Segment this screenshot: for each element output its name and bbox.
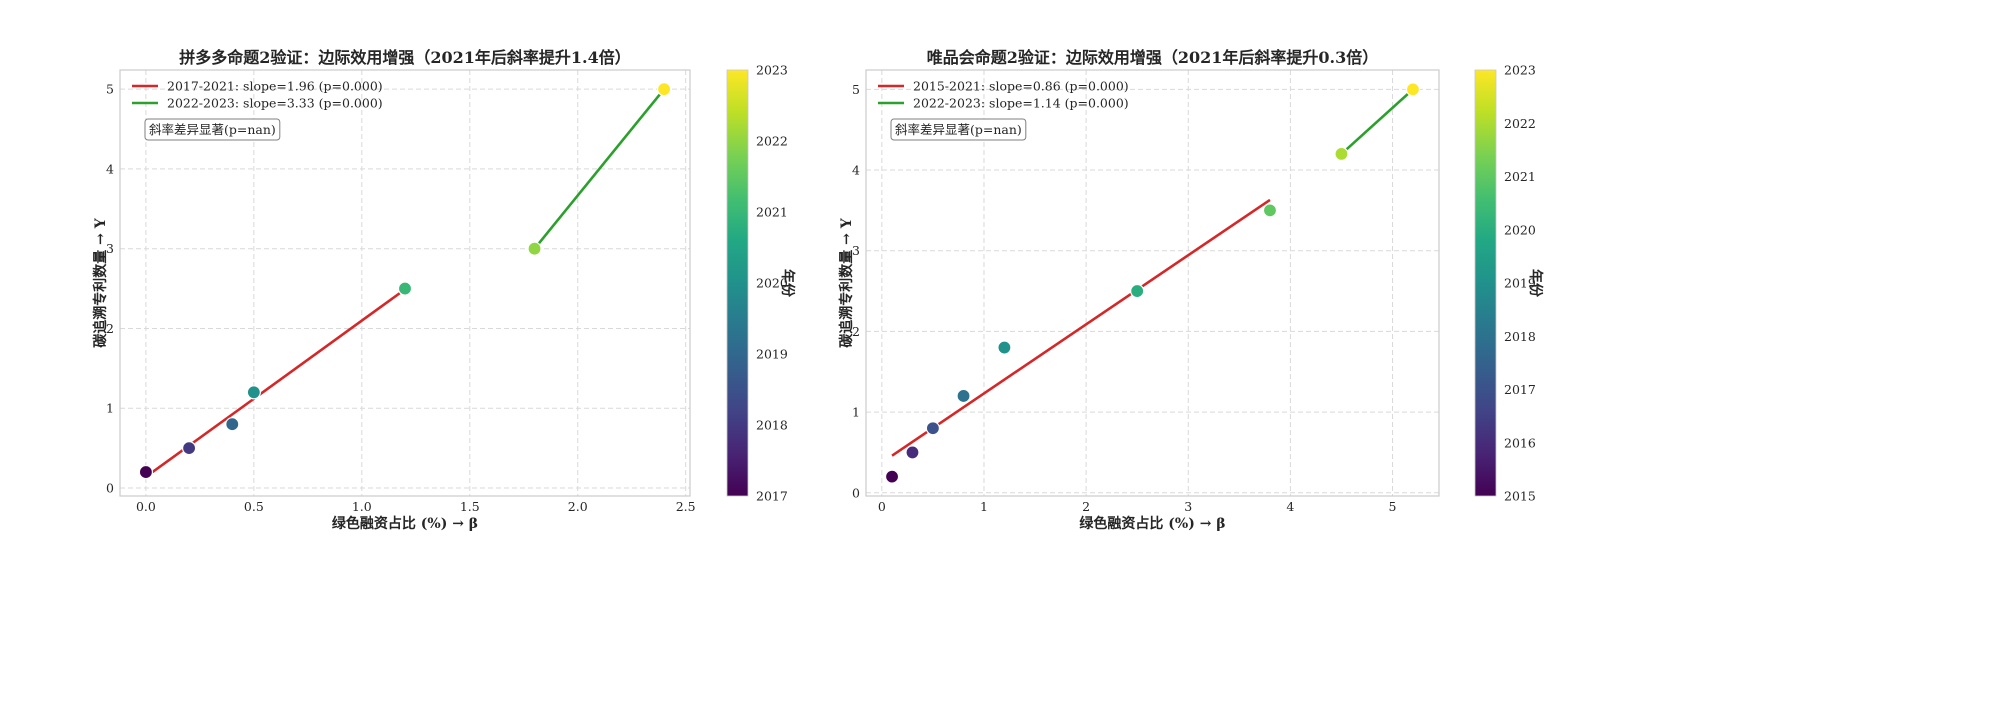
scatter-point <box>1130 283 1145 299</box>
scatter-point <box>884 469 900 484</box>
colorbar-tick-label: 2017 <box>1504 382 1536 397</box>
x-tick-label: 3 <box>1184 499 1192 514</box>
colorbar-tick-label: 2016 <box>1504 435 1536 450</box>
colorbar-tick-label: 2020 <box>1504 222 1536 237</box>
y-tick-label: 5 <box>852 82 860 97</box>
colorbar-tick-label: 2020 <box>756 276 788 291</box>
scatter-point <box>246 385 261 400</box>
y-tick-label: 0 <box>106 481 114 496</box>
legend-label-1: 2017-2021: slope=1.96 (p=0.000) <box>167 79 383 94</box>
scatter-point <box>527 241 542 256</box>
plot-area-frame <box>865 69 1440 497</box>
fit-line-2 <box>533 88 666 250</box>
colorbar-tick-label: 2018 <box>1504 329 1536 344</box>
colorbar-tick-label: 2018 <box>756 418 788 433</box>
chart-panel-1: 0.0 0.5 1.0 1.5 2.0 2.5 0 1 2 3 4 5 2017-2021: slope… <box>92 48 796 532</box>
colorbar-tick-label: 2023 <box>756 63 788 78</box>
colorbar <box>726 69 749 497</box>
colorbar-tick-label: 2015 <box>1504 489 1536 504</box>
chart-panel-2: 0 1 2 3 4 5 0 1 2 3 4 5 2015-2021: slope=0.86 (p=0.0… <box>838 48 1544 532</box>
x-tick-label: 2.0 <box>568 499 588 514</box>
colorbar-tick-label: 2021 <box>756 205 788 220</box>
legend-label-2: 2022-2023: slope=3.33 (p=0.000) <box>167 96 383 111</box>
x-tick-label: 1.0 <box>352 499 372 514</box>
y-tick-label: 3 <box>106 241 114 256</box>
y-tick-label: 4 <box>852 163 860 178</box>
y-tick-label: 2 <box>852 324 860 339</box>
y-tick-label: 3 <box>852 243 860 258</box>
scatter-point <box>1262 203 1278 218</box>
y-tick-label: 0 <box>852 485 860 500</box>
colorbar-tick-label: 2023 <box>1504 63 1536 78</box>
x-tick-label: 4 <box>1286 499 1294 514</box>
y-axis-label: 碳追溯专利数量 → Y <box>92 217 109 347</box>
x-axis-label: 绿色融资占比 (%) → β <box>1079 515 1225 532</box>
fit-line-2 <box>1340 88 1414 155</box>
plot-area-frame <box>119 69 691 497</box>
y-tick-label: 1 <box>106 401 114 416</box>
x-axis-label: 绿色融资占比 (%) → β <box>332 515 478 532</box>
scatter-point <box>225 417 240 432</box>
scatter-point <box>181 441 197 456</box>
x-tick-label: 0.5 <box>244 499 264 514</box>
annotation-box <box>890 118 1027 141</box>
scatter-point <box>656 82 672 97</box>
x-tick-label: 0 <box>878 499 886 514</box>
colorbar-label: 年份 <box>779 269 796 298</box>
scatter-point <box>956 388 971 404</box>
chart-title: 拼多多命题2验证：边际效用增强（2021年后斜率提升1.4倍） <box>179 48 631 67</box>
scatter-point <box>997 340 1012 355</box>
x-tick-label: 1 <box>980 499 988 514</box>
colorbar-tick-label: 2022 <box>1504 116 1536 131</box>
y-tick-label: 2 <box>106 321 114 336</box>
y-tick-label: 4 <box>106 161 114 176</box>
scatter-point <box>925 421 941 436</box>
colorbar-label: 年份 <box>1527 269 1544 298</box>
y-tick-label: 1 <box>852 405 860 420</box>
legend-label-2: 2022-2023: slope=1.14 (p=0.000) <box>913 96 1129 111</box>
scatter-point <box>397 281 413 296</box>
y-tick-label: 5 <box>106 82 114 97</box>
scatter-point <box>1405 82 1421 97</box>
x-tick-label: 2 <box>1082 499 1090 514</box>
scatter-point <box>138 464 154 480</box>
colorbar-tick-label: 2019 <box>1504 276 1536 291</box>
annotation-text: 斜率差异显著(p=nan) <box>149 122 276 137</box>
chart-title: 唯品会命题2验证：边际效用增强（2021年后斜率提升0.3倍） <box>927 48 1379 67</box>
annotation-box <box>144 118 281 141</box>
y-axis-label: 碳追溯专利数量 → Y <box>838 217 855 347</box>
fit-line-1 <box>891 198 1271 457</box>
x-tick-label: 0.0 <box>136 499 156 514</box>
x-tick-label: 1.5 <box>460 499 480 514</box>
colorbar-tick-label: 2021 <box>1504 169 1536 184</box>
colorbar <box>1474 69 1497 497</box>
scatter-point <box>905 445 920 460</box>
x-tick-label: 5 <box>1389 499 1397 514</box>
annotation-text: 斜率差异显著(p=nan) <box>895 122 1022 137</box>
colorbar-tick-label: 2017 <box>756 489 788 504</box>
legend-label-1: 2015-2021: slope=0.86 (p=0.000) <box>913 79 1129 94</box>
x-tick-label: 2.5 <box>676 499 696 514</box>
colorbar-tick-label: 2019 <box>756 347 788 362</box>
colorbar-tick-label: 2022 <box>756 134 788 149</box>
scatter-point <box>1334 146 1349 162</box>
